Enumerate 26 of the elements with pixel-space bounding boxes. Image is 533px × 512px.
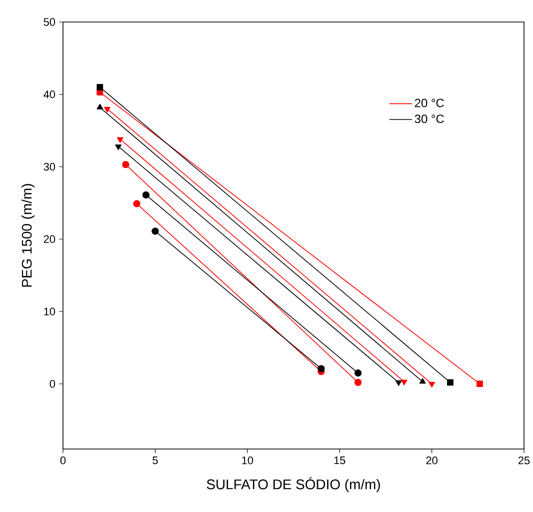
x-tick-label: 25 [518, 456, 530, 464]
point [133, 200, 140, 208]
point [354, 378, 362, 386]
point [476, 380, 483, 388]
y-tick-label: 10 [44, 308, 56, 316]
y-tick-label: 30 [44, 162, 56, 171]
y-tick-label: 0 [50, 380, 56, 388]
point [354, 369, 362, 377]
x-tick-label: 15 [334, 456, 346, 464]
y-axis-title: PEG 1500 (m/m) [21, 184, 34, 287]
x-tick-label: 0 [60, 456, 66, 464]
y-tick-label: 40 [44, 90, 56, 98]
point [318, 365, 325, 372]
x-axis-title: SULFATO DE SÓDIO (m/m) [206, 477, 380, 492]
point [447, 379, 454, 386]
point [152, 228, 159, 235]
x-tick-label: 20 [426, 456, 438, 464]
point [122, 160, 130, 168]
legend-label: 20 °C [414, 98, 444, 108]
x-tick-label: 10 [242, 456, 254, 464]
legend-label: 30 °C [414, 114, 444, 124]
point [142, 191, 150, 199]
point [96, 84, 104, 90]
y-tick-label: 20 [44, 235, 56, 243]
y-tick-label: 50 [44, 18, 56, 26]
x-tick-label: 5 [152, 456, 158, 464]
